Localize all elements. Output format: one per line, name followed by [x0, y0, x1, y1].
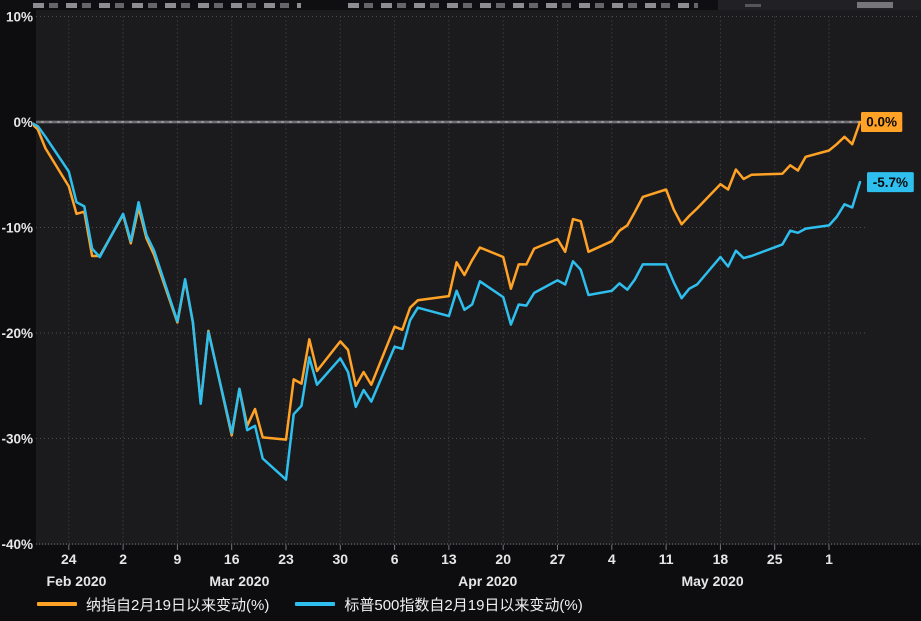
x-tick-label: 6: [391, 551, 399, 567]
y-tick-label: -30%: [1, 432, 33, 447]
end-label-text: 0.0%: [866, 115, 897, 130]
end-label-box: [861, 112, 903, 132]
x-month-label: Apr 2020: [458, 573, 517, 589]
x-month-label: May 2020: [681, 573, 743, 589]
x-tick-label: 1: [825, 551, 833, 567]
x-month-label: Mar 2020: [209, 573, 269, 589]
clipped-title-text-fragment: [33, 3, 301, 8]
clipped-title-strip: [0, 0, 921, 10]
x-tick-label: 25: [767, 551, 783, 567]
x-tick-label: 20: [495, 551, 511, 567]
clipped-toolbar-fragment: [718, 0, 921, 10]
x-tick-label: 11: [659, 551, 674, 567]
legend: 纳指自2月19日以来变动(%) 标普500指数自2月19日以来变动(%): [37, 593, 583, 615]
sp500-legend-label: 标普500指数自2月19日以来变动(%): [344, 596, 583, 614]
x-tick-label: 4: [608, 551, 616, 567]
series-line-sp500: [33, 122, 862, 481]
y-tick-label: -20%: [1, 326, 33, 341]
clipped-title-text-fragment: [348, 3, 698, 8]
y-tick-label: -40%: [1, 537, 33, 552]
y-tick-label: 10%: [6, 10, 33, 25]
end-label-text: -5.7%: [873, 175, 908, 190]
end-label-box: [867, 172, 914, 193]
x-tick-label: 24: [61, 551, 77, 567]
plot-area: [36, 10, 921, 545]
x-tick-label: 16: [224, 551, 240, 567]
x-tick-label: 23: [278, 551, 294, 567]
legend-item-nasdaq[interactable]: 纳指自2月19日以来变动(%): [37, 594, 269, 615]
clipped-toolbar-mark: [745, 4, 761, 7]
y-tick-label: -10%: [1, 221, 33, 236]
x-tick-label: 27: [550, 551, 566, 567]
clipped-toolbar-block: [857, 2, 893, 8]
y-tick-label: 0%: [13, 115, 33, 130]
x-tick-label: 18: [713, 551, 729, 567]
nasdaq-legend-label: 纳指自2月19日以来变动(%): [86, 596, 270, 614]
x-tick-label: 13: [441, 551, 457, 567]
x-tick-label: 30: [333, 551, 349, 567]
legend-item-sp500[interactable]: 标普500指数自2月19日以来变动(%): [295, 594, 583, 615]
x-tick-label: 2: [119, 551, 127, 567]
x-tick-label: 9: [174, 551, 182, 567]
nasdaq-line-swatch: [37, 602, 77, 606]
x-month-label: Feb 2020: [47, 573, 107, 589]
sp500-line-swatch: [295, 602, 336, 606]
